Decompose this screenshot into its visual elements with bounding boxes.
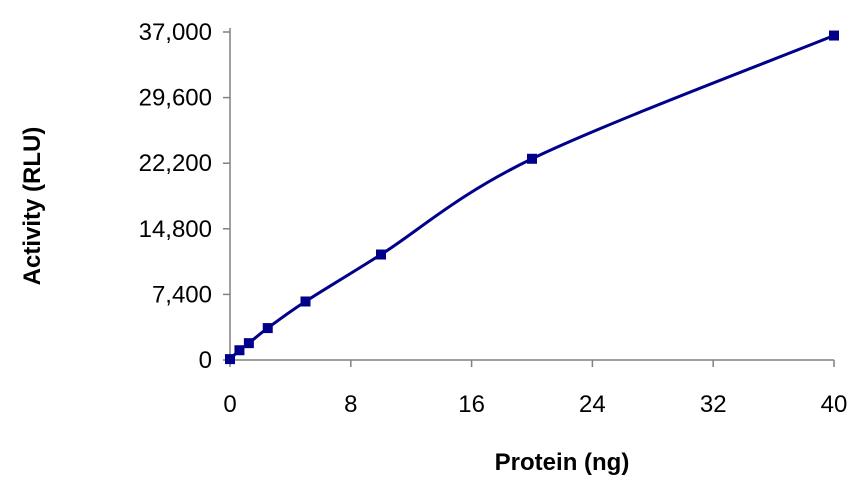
x-tick-label: 24	[579, 391, 606, 418]
x-tick-label: 16	[458, 391, 485, 418]
data-point-marker	[527, 153, 537, 164]
x-tick-label: 32	[700, 391, 727, 418]
y-tick-label: 29,600	[139, 85, 212, 112]
data-point-marker	[225, 354, 235, 365]
data-point-marker	[262, 323, 273, 334]
y-axis-title: Activity (RLU)	[19, 127, 46, 286]
data-point-marker	[300, 296, 311, 307]
data-point-marker	[829, 30, 839, 41]
series	[225, 30, 839, 365]
y-tick-label: 7,400	[152, 281, 212, 308]
y-tick-label: 0	[199, 347, 212, 374]
y-tick-label: 14,800	[139, 216, 212, 243]
tick-labels: 0 7,400 14,800 22,200 29,600 37,000 0 8 16 24 32 40	[139, 19, 848, 418]
series-line	[228, 34, 836, 361]
x-tick-label: 8	[344, 391, 357, 418]
x-tick-label: 40	[821, 391, 848, 418]
data-point-marker	[243, 338, 254, 349]
y-tick-label: 22,200	[139, 150, 212, 177]
data-point-marker	[234, 345, 245, 356]
axes	[229, 28, 834, 361]
data-point-marker	[376, 249, 386, 260]
tick-marks	[223, 31, 835, 367]
x-tick-label: 0	[223, 391, 236, 418]
y-tick-label: 37,000	[139, 19, 212, 46]
x-axis-title: Protein (ng)	[495, 449, 630, 476]
